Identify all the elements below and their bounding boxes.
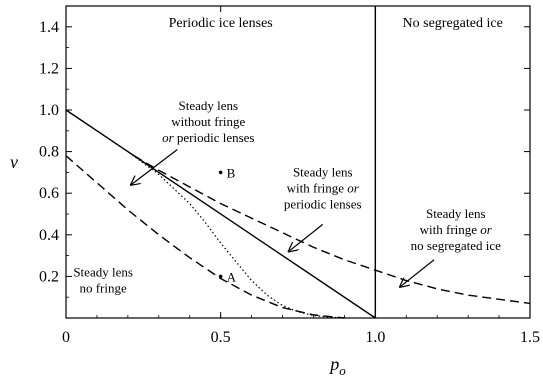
annotation-line: without fringe [171,114,245,129]
data-point-b [218,170,223,175]
annotation-line: with fringe or [420,222,493,237]
annotation-words: without fringe [171,114,245,129]
annotation-words: Steady lens [179,98,239,113]
x-axis-title: po [328,354,346,378]
y-tick-label: 0.2 [39,268,59,285]
annotation-arrow [289,223,324,251]
annotation-line: Steady lens [73,264,133,279]
region-label: Periodic ice lenses [169,16,273,31]
annotation-words: Steady lens [426,206,486,221]
data-point-a [218,274,223,279]
annotation-line: or periodic lenses [162,130,254,145]
y-tick-label: 1.0 [39,102,59,119]
annotation-words: with fringe [287,181,345,196]
annotation-text: Steady lens with fringe or periodic lenses [284,165,362,212]
annotation-line: Steady lens [179,98,239,113]
x-tick-label: 1.0 [365,329,385,346]
x-axis-title-subscript: o [339,363,346,378]
annotation-words: with fringe [420,222,478,237]
x-tick-label: 0 [62,329,70,346]
annotation-text: Steady lens no fringe [73,264,133,295]
y-tick-label: 0.6 [39,185,59,202]
series-line-dashed-2 [65,155,345,319]
annotation-text: Steady lens without fringe or periodic len… [162,98,254,145]
annotation-line: periodic lenses [284,197,362,212]
annotation-italic-word: or [347,181,360,196]
annotation-words: Steady lens [73,264,133,279]
annotation-words: periodic lenses [177,130,255,145]
x-tick-label: 0.5 [211,329,231,346]
y-tick-label: 1.4 [39,19,59,36]
plot-frame [65,5,531,319]
region-label: No segregated ice [403,16,503,31]
data-point-label: A [227,269,237,284]
y-tick-label: 1.2 [39,60,59,77]
series-line-dotted-4 [65,109,345,319]
annotation-arrow [400,259,435,287]
y-tick-label: 0.4 [39,227,59,244]
annotation-line: no segregated ice [411,238,501,253]
x-axis-title-main: p [328,354,339,374]
annotation-line: no fringe [79,280,127,295]
data-point-label: B [227,165,236,180]
annotation-words: Steady lens [293,165,353,180]
y-tick-label: 0.8 [39,144,59,161]
annotation-italic-word: or [480,222,493,237]
annotation-line: Steady lens [293,165,353,180]
annotation-line: Steady lens [426,206,486,221]
annotation-arrow [131,149,178,185]
annotation-line: with fringe or [287,181,360,196]
annotation-words: no fringe [79,280,127,295]
annotation-text: Steady lens with fringe or no segregated i… [411,206,501,253]
series-line-dashed-3 [133,155,531,305]
annotation-italic-word: or [162,130,175,145]
y-axis-title: v [10,152,18,172]
annotation-words: no segregated ice [411,238,501,253]
annotation-words: periodic lenses [284,197,362,212]
series-line-solid-0 [65,109,376,319]
x-tick-label: 1.5 [520,329,540,346]
